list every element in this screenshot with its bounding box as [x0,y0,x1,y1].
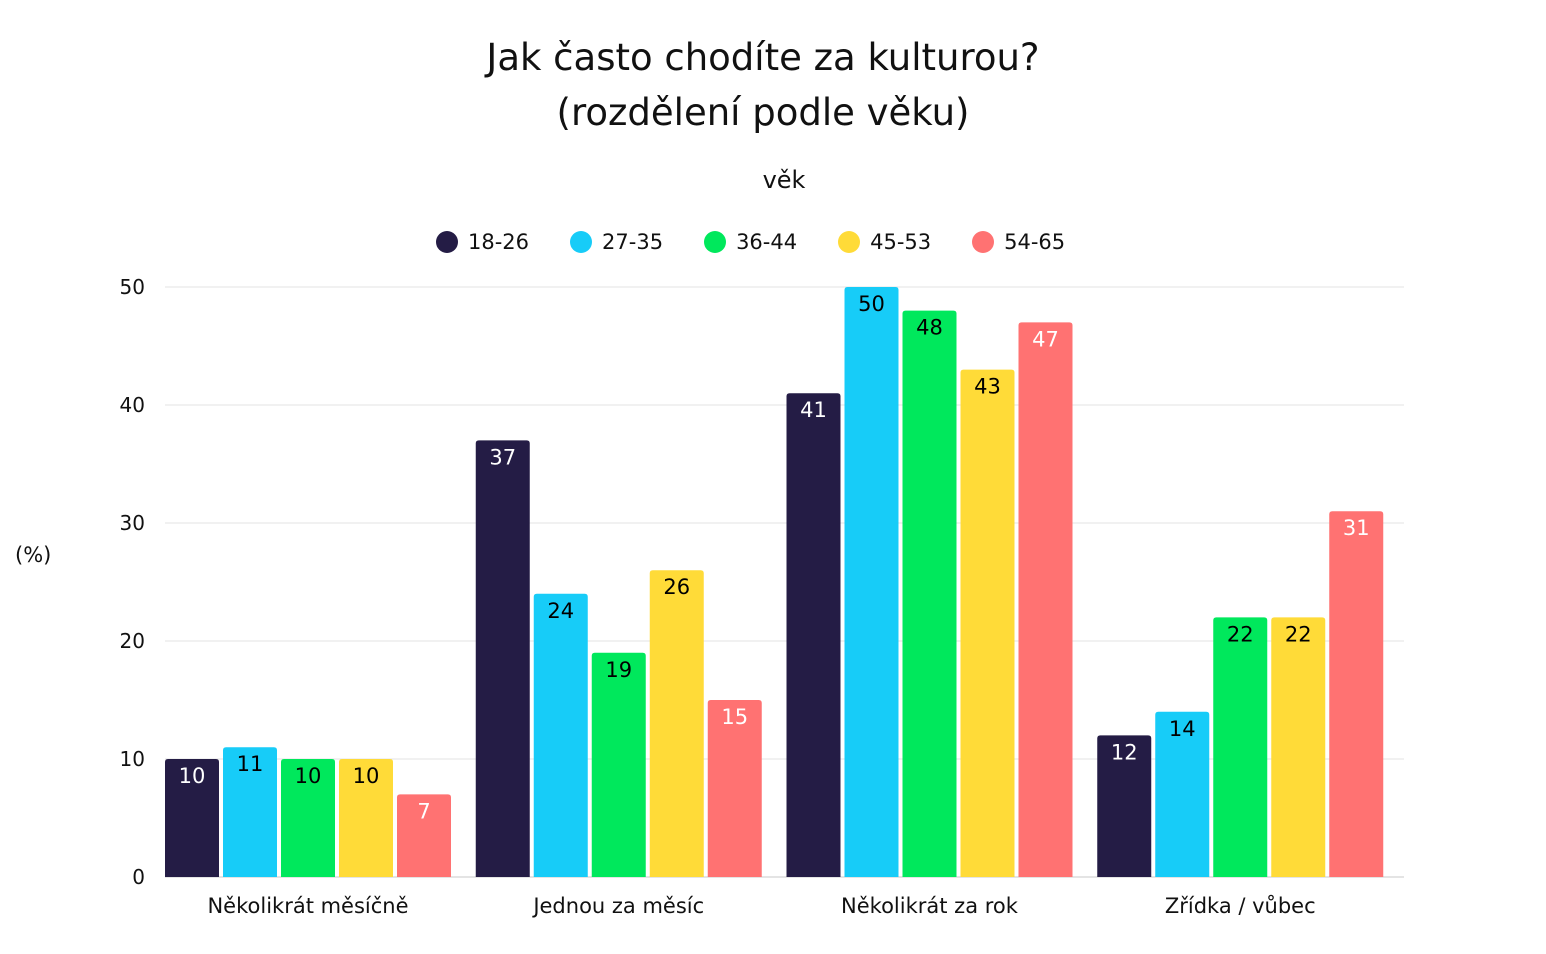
data-label: 48 [916,316,943,340]
y-tick-label: 30 [120,511,145,535]
data-label: 47 [1032,327,1059,351]
bar [1271,617,1326,877]
bar [844,287,899,877]
bar [1155,711,1210,877]
bar [223,747,277,877]
bar [960,369,1015,877]
legend-marker-icon [570,231,593,253]
y-tick-label: 10 [120,747,145,771]
bar [397,794,451,877]
y-axis-label: (%) [15,543,52,567]
bar [786,393,841,877]
bar [1329,511,1384,877]
chart-title: Jak často chodíte za kulturou? [486,36,1040,79]
legend-item[interactable]: 36-44 [704,230,797,254]
legend-label: 36-44 [736,230,798,254]
bar [533,593,588,877]
data-label: 10 [179,764,206,788]
x-tick-label: Několikrát měsíčně [207,894,408,918]
x-tick-label: Jednou za měsíc [531,894,704,918]
legend-item[interactable]: 54-65 [972,230,1065,254]
bar [591,652,646,877]
legend-label: 54-65 [1004,230,1066,254]
data-label: 15 [721,705,748,729]
data-label: 14 [1169,717,1196,741]
legend-label: 27-35 [602,230,664,254]
y-tick-label: 50 [120,275,145,299]
data-label: 22 [1227,622,1254,646]
data-label: 31 [1343,516,1370,540]
data-label: 19 [605,658,632,682]
legend-marker-icon [436,231,458,253]
data-label: 10 [295,764,322,788]
bar [339,759,393,877]
legend-label: 45-53 [870,230,932,254]
legend-label: 18-26 [468,230,530,254]
x-tick-label: Zřídka / vůbec [1165,894,1316,918]
y-tick-label: 40 [120,393,145,417]
bar [475,440,530,877]
data-label: 37 [489,445,516,469]
data-label: 7 [417,799,430,823]
data-label: 22 [1285,622,1312,646]
chart-subtitle: (rozdělení podle věku) [556,91,970,134]
y-tick-label: 20 [120,629,145,653]
legend-item[interactable]: 45-53 [838,230,931,254]
legend-item[interactable]: 27-35 [570,230,663,254]
bar [1213,617,1268,877]
bar [1018,322,1073,877]
legend: 18-26 27-35 36-44 45-53 54-65 [436,230,1106,254]
bar [165,759,219,877]
data-label: 50 [858,292,885,316]
data-label: 11 [237,752,264,776]
data-label: 12 [1111,740,1138,764]
legend-marker-icon [704,231,727,253]
legend-title: věk [762,166,806,194]
data-label: 26 [663,575,690,599]
legend-marker-icon [838,231,861,253]
legend-item[interactable]: 18-26 [436,230,529,254]
bar [902,310,957,878]
legend-marker-icon [972,231,995,253]
bar [707,700,762,877]
data-label: 24 [547,599,574,623]
bar [649,570,704,877]
data-label: 41 [800,398,827,422]
y-tick-label: 0 [132,865,145,889]
x-tick-label: Několikrát za rok [841,894,1019,918]
data-label: 10 [353,764,380,788]
data-label: 43 [974,375,1001,399]
bar [1097,735,1152,877]
bar [281,759,335,877]
